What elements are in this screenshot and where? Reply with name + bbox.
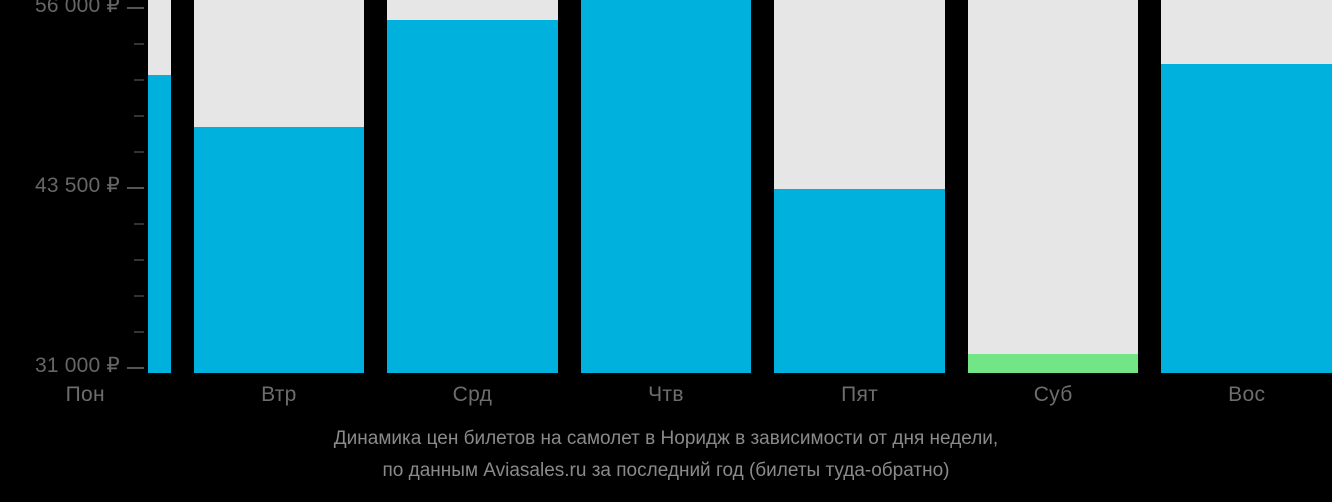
chart-caption: Динамика цен билетов на самолет в Норидж… bbox=[0, 423, 1332, 487]
y-tick-mark bbox=[134, 151, 144, 153]
x-axis-label-чтв: Чтв bbox=[648, 383, 684, 406]
bar-column-суб[interactable] bbox=[967, 0, 1139, 373]
x-axis-label-пят: Пят bbox=[841, 383, 879, 406]
bar-fill-чтв[interactable] bbox=[580, 0, 752, 373]
y-tick-mark bbox=[134, 79, 144, 81]
x-axis-label-суб: Суб bbox=[1033, 383, 1073, 406]
y-axis: 56 000 ₽ 43 500 ₽ 31 000 ₽ bbox=[0, 0, 148, 377]
x-axis-label-пон: Пон bbox=[65, 383, 105, 406]
y-tick-mark bbox=[134, 115, 144, 117]
y-tick-mark bbox=[127, 7, 144, 9]
bar-fill-пят[interactable] bbox=[774, 189, 945, 373]
bar-fill-суб[interactable] bbox=[967, 354, 1139, 373]
y-tick-mark bbox=[127, 187, 144, 189]
bar-column-втр[interactable] bbox=[193, 0, 365, 373]
y-tick-label: 43 500 ₽ bbox=[34, 174, 120, 197]
y-tick-mark bbox=[127, 367, 144, 369]
bar-track bbox=[967, 0, 1139, 373]
y-tick-label: 56 000 ₽ bbox=[34, 0, 120, 17]
y-tick-mark bbox=[134, 331, 144, 333]
bar-column-срд[interactable] bbox=[387, 0, 558, 373]
y-tick-mark bbox=[134, 43, 144, 45]
bar-fill-втр[interactable] bbox=[193, 126, 365, 373]
x-axis-label-вос: Вос bbox=[1228, 383, 1266, 406]
bar-column-вос[interactable] bbox=[1161, 0, 1332, 373]
bar-column-чтв[interactable] bbox=[580, 0, 752, 373]
caption-line-1: Динамика цен билетов на самолет в Норидж… bbox=[333, 428, 999, 449]
y-tick-mark bbox=[134, 259, 144, 261]
bar-fill-вос[interactable] bbox=[1161, 63, 1332, 373]
x-axis: Пон Втр Срд Чтв Пят Суб Вос bbox=[0, 373, 1332, 421]
caption-line-2: по данным Aviasales.ru за последний год … bbox=[382, 460, 950, 481]
y-tick-label: 31 000 ₽ bbox=[34, 354, 120, 377]
bar-fill-срд[interactable] bbox=[387, 19, 558, 373]
x-axis-label-втр: Втр bbox=[261, 383, 297, 406]
x-axis-label-срд: Срд bbox=[452, 383, 493, 406]
chart-plot-area bbox=[0, 0, 1332, 373]
bar-column-пят[interactable] bbox=[774, 0, 945, 373]
y-tick-mark bbox=[134, 295, 144, 297]
y-tick-mark bbox=[134, 223, 144, 225]
